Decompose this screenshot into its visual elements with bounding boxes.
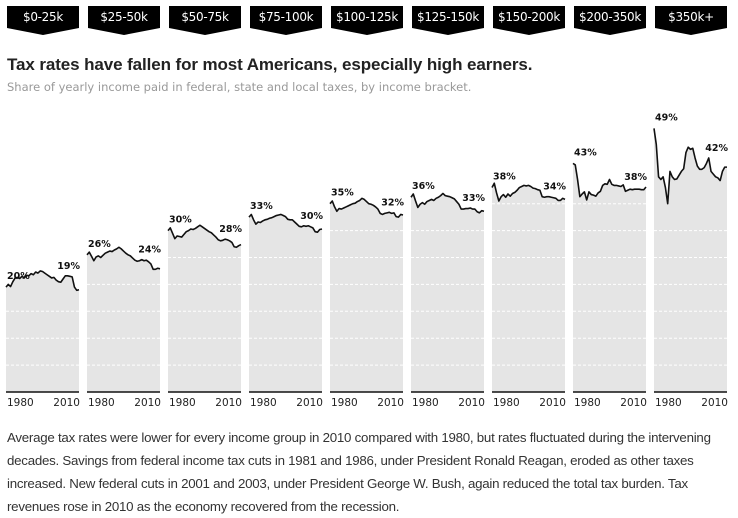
- series-line-$100-125k: [329, 197, 404, 218]
- area-$0-25k: [6, 270, 79, 392]
- small-multiples-chart: 20% 19% 1980 2010 26% 24% 1980 2010 30% 28% 1980 20…: [5, 112, 728, 409]
- label-end: 42%: [705, 143, 728, 154]
- tab-label: $0-25k: [22, 10, 64, 24]
- x-tick-label: 2010: [134, 397, 161, 409]
- tab-arrow-shape: [250, 6, 322, 35]
- label-start: 33%: [250, 201, 273, 212]
- tab-bracket[interactable]: $0-25k: [7, 6, 79, 35]
- x-tick-label: 2010: [53, 397, 80, 409]
- x-tick-label: 2010: [620, 397, 647, 409]
- bracket-tabs: $0-25k $25-50k $50-75k $75-100k $100-125k $12…: [0, 0, 738, 36]
- label-end: 33%: [462, 193, 485, 204]
- label-end: 32%: [381, 197, 404, 208]
- tab-arrow-shape: [169, 6, 241, 35]
- x-tick-label: 1980: [331, 397, 358, 409]
- chart-description: Average tax rates were lower for every i…: [7, 430, 711, 514]
- area-$125-150k: [411, 193, 484, 392]
- series-line-$0-25k: [5, 270, 80, 292]
- tab-label: $350k+: [668, 10, 714, 24]
- x-tick-label: 2010: [377, 397, 404, 409]
- label-start: 30%: [169, 215, 192, 226]
- label-end: 28%: [219, 224, 242, 235]
- area-$100-125k: [330, 198, 403, 392]
- series-line-$25-50k: [86, 246, 161, 271]
- tab-bracket[interactable]: $350k+: [655, 6, 727, 35]
- tab-label: $200-350k: [578, 10, 642, 24]
- x-tick-label: 1980: [88, 397, 115, 409]
- label-start: 35%: [331, 188, 354, 199]
- x-tick-label: 2010: [539, 397, 566, 409]
- label-end: 38%: [624, 172, 647, 183]
- tab-bracket[interactable]: $150-200k: [493, 6, 565, 35]
- series-line-$200-350k: [572, 162, 647, 201]
- series-line-$75-100k: [248, 213, 323, 234]
- series-line-$50-75k: [167, 224, 242, 249]
- label-start: 36%: [412, 181, 435, 192]
- x-tick-label: 2010: [215, 397, 242, 409]
- series-line-$350k+: [653, 128, 727, 205]
- series-line-$150-200k: [491, 182, 566, 202]
- tab-label: $125-150k: [416, 10, 480, 24]
- area-$50-75k: [168, 225, 241, 392]
- tab-label: $25-50k: [100, 10, 148, 24]
- tab-arrow-shape: [574, 6, 646, 35]
- tab-bracket[interactable]: $50-75k: [169, 6, 241, 35]
- tab-arrow-shape: [7, 6, 79, 35]
- tab-arrow-shape: [331, 6, 403, 35]
- tab-arrow-shape: [412, 6, 484, 35]
- x-tick-label: 2010: [458, 397, 485, 409]
- tab-bracket[interactable]: $75-100k: [250, 6, 322, 35]
- area-$75-100k: [249, 214, 322, 392]
- label-end: 24%: [138, 245, 161, 256]
- tab-label: $50-75k: [181, 10, 229, 24]
- x-tick-label: 1980: [412, 397, 439, 409]
- area-$150-200k: [492, 183, 565, 392]
- x-tick-label: 1980: [7, 397, 34, 409]
- x-tick-label: 2010: [701, 397, 728, 409]
- series-line-$125-150k: [410, 192, 485, 214]
- label-start: 43%: [574, 147, 597, 158]
- x-tick-label: 1980: [493, 397, 520, 409]
- tab-arrow-shape: [655, 6, 727, 35]
- tab-bracket[interactable]: $25-50k: [88, 6, 160, 35]
- tab-arrow-shape: [88, 6, 160, 35]
- tab-label: $75-100k: [258, 10, 314, 24]
- tab-label: $150-200k: [497, 10, 561, 24]
- tab-label: $100-125k: [335, 10, 399, 24]
- x-tick-label: 1980: [574, 397, 601, 409]
- tab-arrow-shape: [493, 6, 565, 35]
- area-$25-50k: [87, 247, 160, 392]
- chart-subtitle: Share of yearly income paid in federal, …: [7, 80, 472, 94]
- tab-bracket[interactable]: $100-125k: [331, 6, 403, 35]
- label-start: 49%: [655, 112, 678, 123]
- label-end: 19%: [57, 261, 80, 272]
- label-start: 20%: [7, 271, 30, 282]
- label-start: 38%: [493, 172, 516, 183]
- tab-bracket[interactable]: $125-150k: [412, 6, 484, 35]
- x-tick-label: 1980: [250, 397, 277, 409]
- label-start: 26%: [88, 239, 111, 250]
- chart-title: Tax rates have fallen for most Americans…: [7, 55, 533, 74]
- x-tick-label: 1980: [655, 397, 682, 409]
- tab-bracket[interactable]: $200-350k: [574, 6, 646, 35]
- area-$200-350k: [573, 163, 646, 392]
- label-end: 30%: [300, 211, 323, 222]
- label-end: 34%: [543, 182, 566, 193]
- area-$350k+: [654, 128, 727, 392]
- x-tick-label: 2010: [296, 397, 323, 409]
- x-tick-label: 1980: [169, 397, 196, 409]
